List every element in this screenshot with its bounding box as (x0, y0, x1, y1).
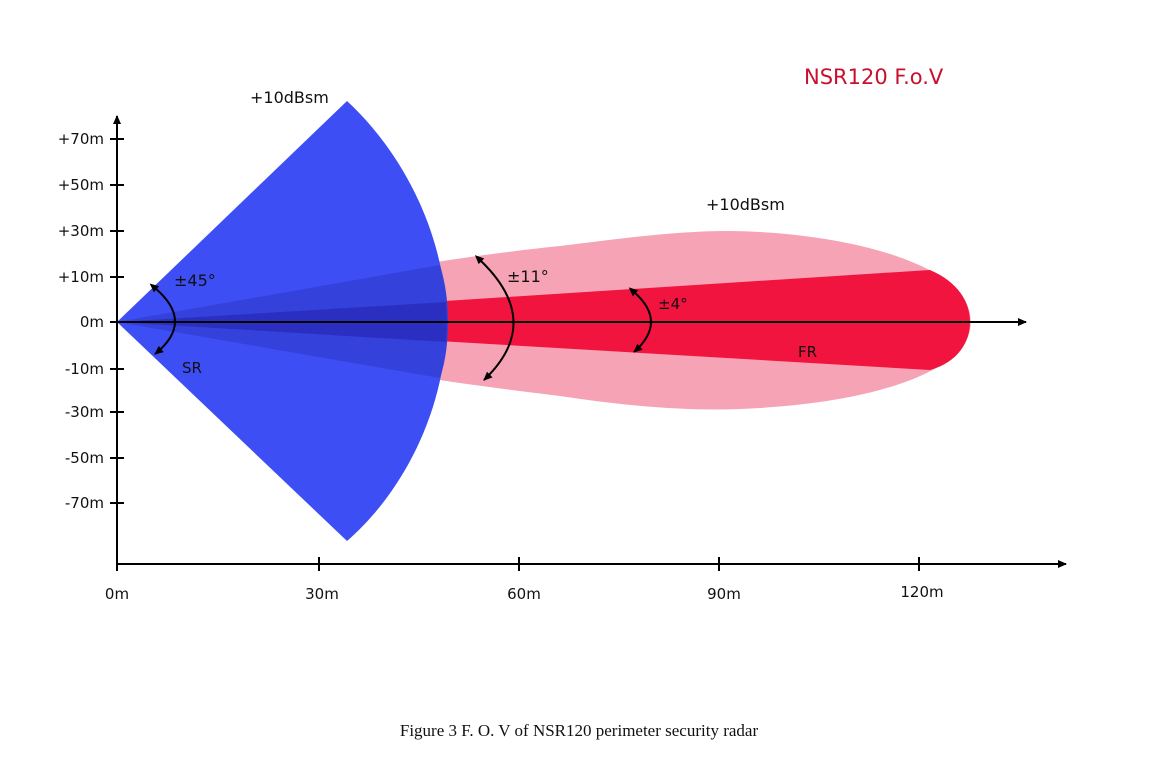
y-ticks (110, 138, 124, 504)
sr-angle-arc (149, 283, 176, 355)
figure-title: NSR120 F.o.V (804, 65, 944, 89)
fr-wide-angle-label: ±11° (507, 267, 549, 286)
fr-narrow-angle-arc (628, 287, 652, 353)
fr-region-label: FR (798, 343, 817, 361)
y-tick-label: -50m (65, 449, 104, 467)
sr-rcs-label: +10dBsm (250, 88, 329, 107)
x-tick-label: 30m (305, 585, 339, 603)
y-tick-label: +10m (58, 268, 104, 286)
x-ticks (116, 557, 920, 571)
sr-angle-label: ±45° (174, 271, 216, 290)
x-tick-label: 90m (707, 585, 741, 603)
y-tick-label: +70m (58, 130, 104, 148)
figure-caption: Figure 3 F. O. V of NSR120 perimeter sec… (399, 721, 759, 740)
y-tick-label: 0m (80, 313, 104, 331)
fr-narrow-angle-label: ±4° (658, 295, 688, 313)
fr-narrow-beam (117, 270, 970, 370)
x-tick-label: 60m (507, 585, 541, 603)
y-tick-label: -70m (65, 494, 104, 512)
y-tick-label: +30m (58, 222, 104, 240)
fr-wide-angle-arc (474, 255, 515, 381)
fr-rcs-label: +10dBsm (706, 195, 785, 214)
y-tick-label: -10m (65, 360, 104, 378)
x-tick-label: 120m (900, 583, 943, 601)
x-tick-label: 0m (105, 585, 129, 603)
sr-region-label: SR (182, 359, 202, 377)
y-tick-label: +50m (58, 176, 104, 194)
y-tick-label: -30m (65, 403, 104, 421)
